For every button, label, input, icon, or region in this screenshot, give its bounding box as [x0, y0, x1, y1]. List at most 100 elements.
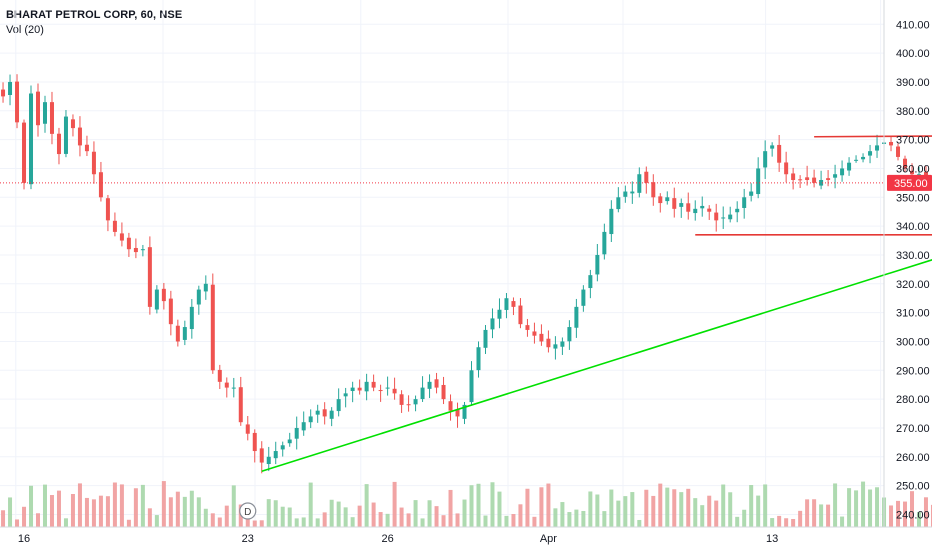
candle: [15, 74, 20, 129]
volume-bar: [343, 507, 348, 527]
candle-body: [602, 231, 607, 255]
candle: [714, 203, 719, 232]
candle: [833, 164, 838, 189]
volume-bar: [294, 518, 299, 527]
price-tick-label: 290.00: [896, 365, 930, 377]
price-axis[interactable]: 410.00 400.00 390.00 380.00 370.00 360.00 350.…: [883, 0, 932, 527]
volume-bar: [378, 512, 383, 527]
volume-bar: [29, 485, 34, 527]
candle-body: [903, 158, 908, 169]
volume-bar: [77, 483, 82, 527]
price-tick-label: 400.00: [896, 48, 930, 60]
volume-bar: [896, 500, 901, 527]
volume-bar: [175, 491, 180, 527]
candle: [420, 376, 425, 402]
candle-body: [910, 170, 914, 175]
candle-body: [672, 198, 677, 209]
volume-bar: [168, 497, 173, 527]
candle: [602, 223, 607, 260]
volume-bar: [448, 489, 453, 527]
candle: [329, 407, 334, 427]
volume-bar: [22, 506, 27, 527]
candle-body: [385, 387, 390, 389]
volume-bar: [553, 508, 558, 527]
volume-bar: [770, 518, 775, 527]
candle-body: [322, 409, 327, 417]
volume-bar: [791, 519, 796, 527]
candle: [616, 187, 621, 213]
volume-bar: [574, 509, 579, 527]
volume-bar: [140, 484, 145, 527]
candle: [532, 322, 537, 344]
trend-drawings[interactable]: [261, 134, 932, 472]
volume-bar: [518, 504, 523, 527]
candle-body: [630, 191, 635, 194]
candle: [49, 91, 54, 145]
price-tick-label: 250.00: [896, 481, 930, 493]
time-axis[interactable]: 162326Apr132027May: [0, 526, 932, 545]
volume-bar: [189, 490, 194, 527]
volume-bar: [266, 499, 271, 527]
candlesticks: [1, 74, 932, 474]
candle-body: [728, 214, 733, 220]
candle-body: [749, 191, 754, 196]
volume-bar: [462, 499, 467, 527]
volume-bar: [49, 495, 54, 527]
candle: [819, 170, 824, 190]
candle: [8, 74, 13, 106]
volume-bar: [749, 485, 754, 527]
volume-bar: [273, 500, 278, 527]
candle-body: [588, 275, 593, 289]
candle-body: [441, 384, 446, 400]
candle-body: [581, 289, 586, 306]
volume-bar: [392, 481, 397, 527]
candle-body: [567, 327, 572, 342]
candle: [203, 275, 208, 300]
candle: [462, 401, 467, 425]
candle-body: [63, 116, 68, 154]
candle-body: [518, 305, 523, 325]
candle-body: [196, 289, 201, 305]
candle: [903, 155, 908, 173]
volume-bar: [56, 490, 61, 527]
candle: [763, 140, 768, 179]
volume-bar: [651, 495, 656, 527]
candle-body: [798, 179, 803, 181]
candle: [693, 200, 698, 221]
candle: [245, 416, 250, 441]
volume-bar: [329, 499, 334, 527]
volume-bar: [231, 485, 236, 527]
candle-body: [616, 197, 621, 210]
candle: [658, 193, 663, 213]
volume-bar: [658, 483, 663, 527]
candle: [700, 196, 705, 217]
candle-body: [301, 422, 306, 431]
candle: [609, 200, 614, 243]
candle-body: [29, 93, 34, 185]
candle-body: [854, 159, 859, 161]
candle-body: [455, 409, 460, 417]
volume-bar: [350, 517, 355, 527]
volume-bar: [525, 488, 530, 527]
candle-body: [168, 298, 173, 325]
volume-bar: [315, 518, 320, 527]
candle-body: [916, 174, 921, 176]
candle-body: [308, 416, 313, 423]
candle: [672, 187, 677, 218]
volume-bar: [490, 482, 495, 527]
candle-body: [224, 382, 229, 388]
volume-bar: [364, 484, 369, 527]
candle-body: [427, 381, 432, 389]
volume-bar: [840, 516, 845, 527]
candle: [161, 282, 166, 310]
candle-body: [140, 249, 145, 251]
candle: [476, 341, 481, 378]
candle-body: [56, 133, 61, 155]
volume-bar: [280, 506, 285, 527]
candle: [287, 432, 292, 447]
candle: [756, 157, 761, 199]
volume-bar: [826, 504, 831, 527]
price-tick-label: 240.00: [896, 509, 930, 521]
price-tick-label: 340.00: [896, 221, 930, 233]
